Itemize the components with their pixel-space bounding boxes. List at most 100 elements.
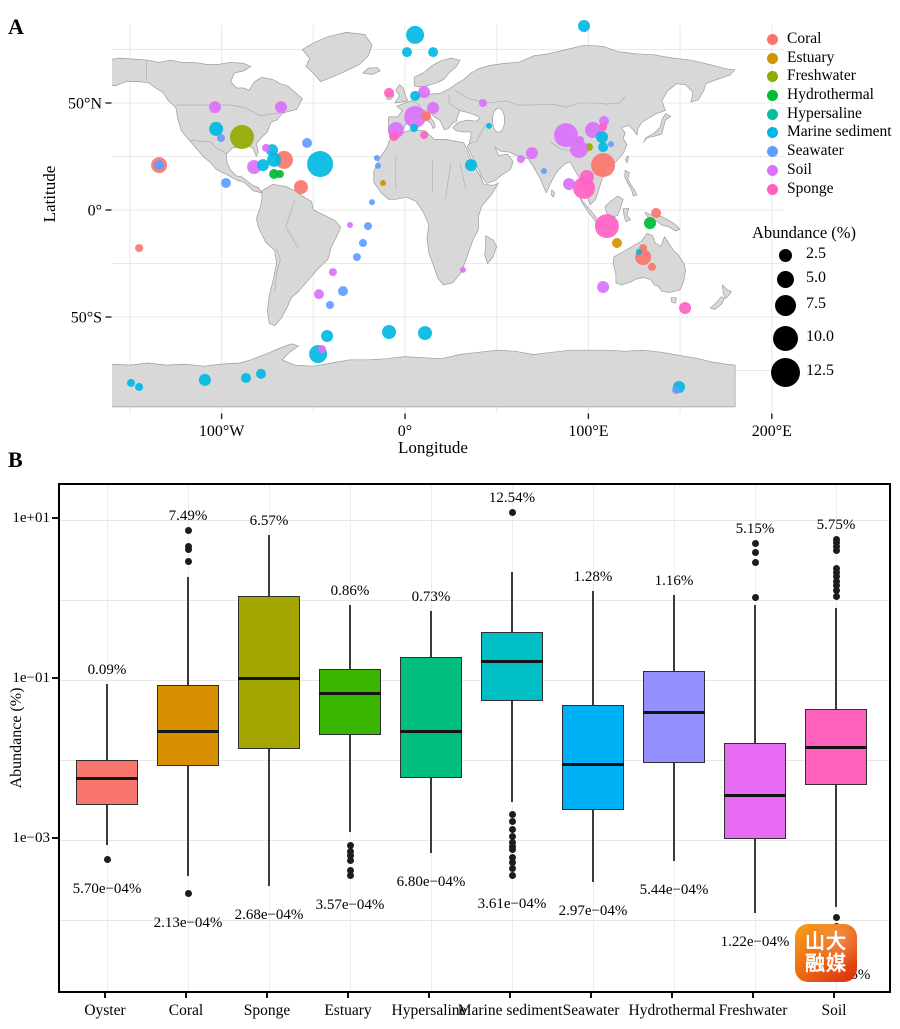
- map-bubble: [579, 170, 594, 184]
- outlier-dot: [508, 871, 516, 879]
- size-legend-label: 5.0: [806, 269, 826, 286]
- map-bubble: [198, 373, 211, 386]
- map-legend-categories: Coral Estuary Freshwater Hydrothermal Hypers…: [764, 30, 899, 198]
- legend-color-dot: [767, 146, 778, 158]
- median-line: [319, 692, 381, 696]
- map-bubble: [230, 125, 254, 149]
- boxplot-y-tick-label: 1e−03: [12, 830, 50, 846]
- category-label-coral: Coral: [168, 1002, 204, 1019]
- max-annotation: 1.16%: [654, 572, 694, 589]
- map-bubble: [570, 140, 588, 158]
- outlier-dot: [508, 858, 516, 866]
- legend-item-estuary: Estuary: [764, 49, 899, 68]
- continent-sulawesi: [622, 207, 631, 223]
- map-bubble: [612, 238, 622, 248]
- category-label-hypersaline: Hypersaline: [391, 1002, 467, 1019]
- map-bubble: [478, 99, 487, 107]
- gridline-h: [60, 839, 889, 841]
- outlier-dot: [346, 866, 354, 874]
- map-bubble: [596, 131, 608, 143]
- map-bubble: [410, 124, 418, 132]
- outlier-dot: [832, 539, 840, 547]
- boxplot-area: 0.09% 5.70e−04% 7.49% 2.13e−04% 6.57% 2.68e−0…: [58, 483, 891, 993]
- map-bubble: [486, 122, 492, 129]
- legend-item-seawater: Seawater: [764, 142, 899, 161]
- map-bubble: [672, 386, 681, 394]
- outlier-dot: [832, 569, 840, 577]
- outlier-dot: [508, 846, 516, 854]
- map-bubble: [209, 101, 221, 114]
- median-line: [400, 729, 462, 733]
- panel-a-label: A: [8, 14, 24, 39]
- size-legend-dot: [770, 357, 800, 387]
- legend-item-label: Soil: [787, 160, 812, 178]
- watermark-text-line2: 融媒: [805, 953, 847, 975]
- legend-item-coral: Coral: [764, 30, 899, 49]
- map-bubble: [418, 326, 432, 341]
- map-y-tick-label: 0°: [88, 203, 102, 220]
- category-label-hydrothermal: Hydrothermal: [628, 1002, 716, 1019]
- map-x-tick-label: 100°W: [199, 423, 245, 440]
- continent-iceland: [362, 67, 381, 75]
- min-annotation: 2.68e−04%: [234, 906, 304, 923]
- legend-item-label: Coral: [787, 30, 822, 47]
- box-seawater: [562, 704, 624, 810]
- legend-item-sponge: Sponge: [764, 180, 899, 199]
- max-annotation: 6.57%: [249, 512, 289, 529]
- min-annotation: 6.80e−04%: [396, 874, 466, 891]
- size-legend-dot: [778, 248, 792, 262]
- map-bubble: [541, 168, 547, 175]
- max-annotation: 0.73%: [411, 588, 451, 605]
- map-bubble: [608, 141, 614, 148]
- map-bubble: [221, 178, 231, 188]
- gridline-h: [60, 519, 889, 521]
- outlier-dot: [832, 546, 840, 554]
- map-bubble: [294, 180, 308, 195]
- map-bubble: [135, 383, 144, 391]
- map-bubble: [578, 20, 590, 32]
- continent-japan: [643, 113, 672, 143]
- map-x-tick-label: 100°E: [568, 423, 608, 440]
- continent-great-britain: [394, 84, 409, 104]
- boxplot-x-tick-mark: [428, 993, 430, 998]
- outlier-dot: [346, 872, 354, 880]
- map-bubble: [217, 134, 225, 143]
- box-oyster: [76, 760, 138, 806]
- outlier-dot: [508, 810, 516, 818]
- map-bubbles: [127, 20, 692, 394]
- outlier-dot: [346, 847, 354, 855]
- continent-north-america: [112, 57, 303, 194]
- median-line: [238, 676, 300, 680]
- map-y-tick-label: 50°N: [68, 96, 102, 113]
- legend-color-dot: [767, 127, 778, 139]
- boxplot-x-tick-mark: [347, 993, 349, 998]
- continent-scandinavia: [413, 57, 461, 88]
- boxplot-x-tick-mark: [185, 993, 187, 998]
- map-bubble: [599, 123, 608, 131]
- map-bubble: [591, 153, 616, 178]
- max-annotation: 7.49%: [168, 508, 208, 525]
- box-hypersaline: [400, 656, 462, 778]
- legend-item-marine-sediment: Marine sediment: [764, 123, 899, 142]
- map-bubble: [402, 47, 412, 58]
- outlier-dot: [832, 914, 840, 922]
- map-bubble: [644, 217, 656, 230]
- map-bubble: [257, 159, 269, 172]
- map-bubble: [428, 47, 439, 58]
- legend-color-dot: [767, 183, 778, 195]
- watermark-text-line1: 山大: [805, 930, 847, 953]
- outlier-dot: [832, 573, 840, 581]
- caspian-sea: [492, 107, 505, 133]
- legend-item-label: Marine sediment: [787, 123, 892, 141]
- outlier-dot: [508, 826, 516, 834]
- boxplot-x-tick-mark: [752, 993, 754, 998]
- map-bubble: [651, 208, 662, 218]
- panel-b-label: B: [8, 447, 23, 472]
- box-hydrothermal: [643, 670, 705, 763]
- legend-item-hypersaline: Hypersaline: [764, 105, 899, 124]
- map-y-tick-label: 50°S: [71, 310, 102, 327]
- map-bubble: [256, 368, 266, 379]
- outlier-dot: [751, 548, 759, 556]
- map-bubble: [275, 170, 284, 178]
- continent-new-zealand-north: [721, 284, 732, 300]
